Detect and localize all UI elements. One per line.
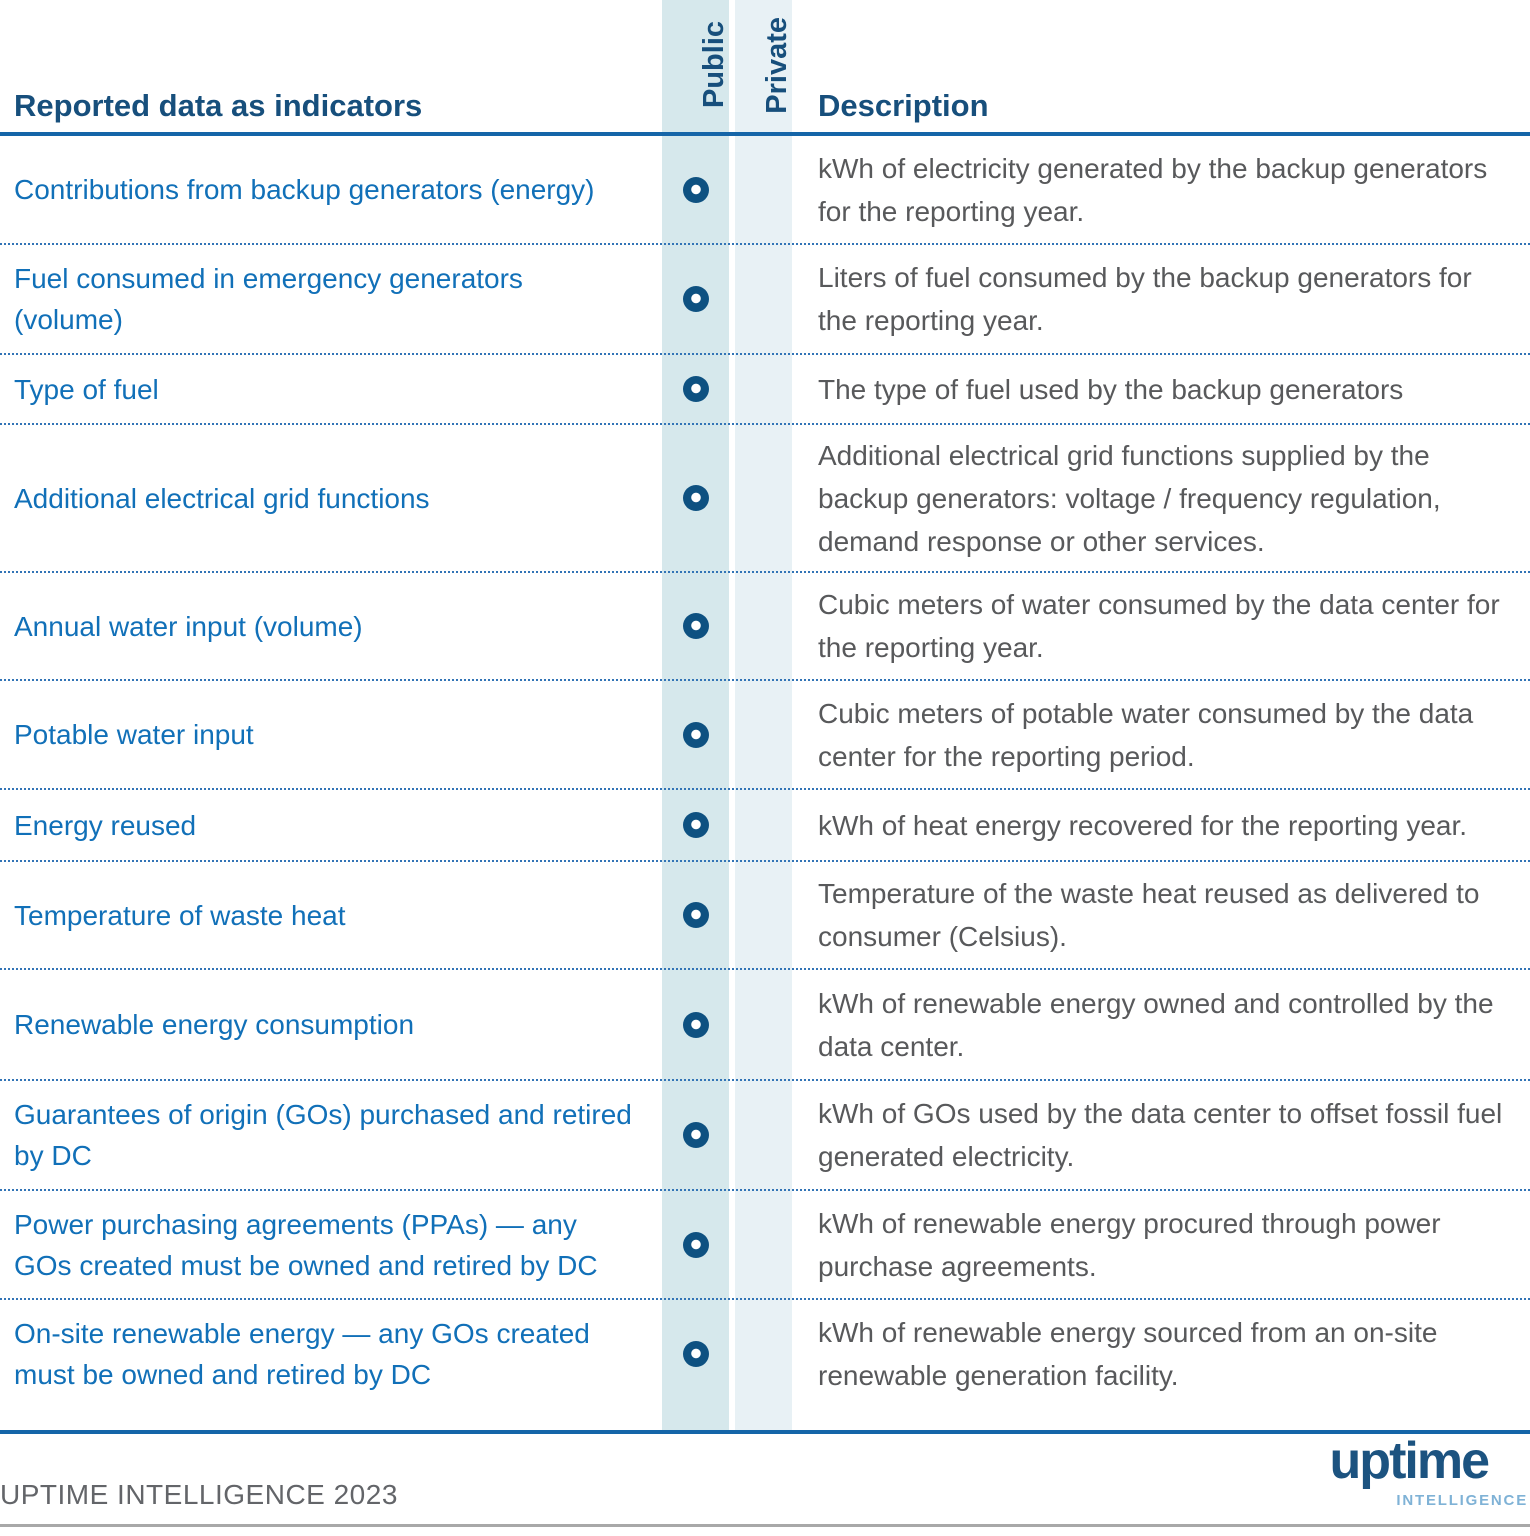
- indicators-column-header: Reported data as indicators: [14, 88, 423, 123]
- indicator-label: Energy reused: [14, 809, 197, 841]
- description-text: Liters of fuel consumed by the backup ge…: [818, 262, 1472, 336]
- description-text: kWh of renewable energy owned and contro…: [818, 987, 1494, 1062]
- indicator-label: Additional electrical grid functions: [14, 482, 430, 514]
- indicator-label: Renewable energy consumption: [14, 1009, 415, 1040]
- private-cell: [735, 355, 792, 423]
- private-cell: [735, 681, 792, 788]
- table-row: Fuel consumed in emergency generators (v…: [0, 243, 1530, 353]
- table-row: Renewable energy consumption kWh of rene…: [0, 968, 1530, 1079]
- public-cell: [662, 681, 729, 788]
- indicator-label: Annual water input (volume): [14, 610, 363, 642]
- public-indicator-dot: [682, 812, 709, 838]
- public-cell: [662, 1191, 729, 1298]
- public-indicator-dot: [682, 1122, 709, 1148]
- indicator-label: Fuel consumed in emergency generators (v…: [14, 263, 523, 335]
- public-indicator-dot: [682, 721, 709, 748]
- public-column-band: [662, 0, 729, 1430]
- table-row: Additional electrical grid functions Add…: [0, 423, 1530, 571]
- table-header: Reported data as indicators Public Priva…: [0, 0, 1530, 136]
- public-indicator-dot: [682, 902, 709, 928]
- private-cell: [735, 136, 792, 243]
- public-indicator-dot: [682, 376, 709, 402]
- public-cell: [662, 1300, 729, 1408]
- private-cell: [735, 425, 792, 571]
- table-row: Contributions from backup generators (en…: [0, 136, 1530, 243]
- private-column-band: [735, 0, 792, 1430]
- table-bottom-rule: [0, 1430, 1530, 1434]
- table-row: Annual water input (volume) Cubic meters…: [0, 571, 1530, 679]
- description-text: The type of fuel used by the backup gene…: [818, 373, 1404, 405]
- public-cell: [662, 136, 729, 243]
- public-cell: [662, 1081, 729, 1189]
- public-cell: [662, 862, 729, 968]
- copyright-text: UPTIME INTELLIGENCE 2023: [0, 1479, 398, 1510]
- footer-divider: [0, 1524, 1530, 1527]
- table-row: Potable water input Cubic meters of pota…: [0, 679, 1530, 788]
- indicator-label: Type of fuel: [14, 373, 159, 405]
- public-cell: [662, 425, 729, 571]
- public-cell: [662, 245, 729, 353]
- indicator-label: Guarantees of origin (GOs) purchased and…: [14, 1099, 632, 1171]
- table-row: Type of fuel The type of fuel used by th…: [0, 353, 1530, 423]
- description-text: kWh of renewable energy procured through…: [818, 1207, 1441, 1282]
- table-row: Temperature of waste heat Temperature of…: [0, 860, 1530, 968]
- table-row: Energy reused kWh of heat energy recover…: [0, 788, 1530, 860]
- logo-subtext: INTELLIGENCE: [1396, 1492, 1528, 1509]
- indicator-label: Potable water input: [14, 719, 254, 750]
- indicator-label: On-site renewable energy — any GOs creat…: [14, 1318, 590, 1390]
- description-text: Additional electrical grid functions sup…: [818, 439, 1441, 557]
- table-row: Power purchasing agreements (PPAs) — any…: [0, 1189, 1530, 1298]
- private-cell: [735, 1300, 792, 1408]
- public-indicator-dot: [682, 1011, 709, 1038]
- description-text: Cubic meters of water consumed by the da…: [818, 589, 1500, 663]
- private-cell: [735, 970, 792, 1079]
- description-text: kWh of renewable energy sourced from an …: [818, 1317, 1438, 1391]
- public-indicator-dot: [682, 286, 709, 312]
- table-body: Contributions from backup generators (en…: [0, 136, 1530, 1408]
- private-cell: [735, 862, 792, 968]
- public-cell: [662, 355, 729, 423]
- description-text: kWh of electricity generated by the back…: [818, 152, 1488, 227]
- public-cell: [662, 573, 729, 679]
- logo-wordmark: uptime: [1329, 1432, 1490, 1490]
- private-cell: [735, 1081, 792, 1189]
- description-text: kWh of GOs used by the data center to of…: [818, 1098, 1503, 1172]
- description-text: kWh of heat energy recovered for the rep…: [818, 809, 1468, 841]
- private-cell: [735, 1191, 792, 1298]
- private-cell: [735, 245, 792, 353]
- description-text: Temperature of the waste heat reused as …: [818, 878, 1480, 952]
- indicator-label: Contributions from backup generators (en…: [14, 174, 595, 205]
- public-cell: [662, 970, 729, 1079]
- table-row: On-site renewable energy — any GOs creat…: [0, 1298, 1530, 1408]
- public-indicator-dot: [682, 485, 709, 511]
- private-cell: [735, 573, 792, 679]
- private-column-header: Private: [761, 16, 793, 114]
- description-text: Cubic meters of potable water consumed b…: [818, 697, 1474, 772]
- private-cell: [735, 790, 792, 860]
- public-indicator-dot: [682, 176, 709, 203]
- indicator-label: Temperature of waste heat: [14, 899, 346, 931]
- table-row: Guarantees of origin (GOs) purchased and…: [0, 1079, 1530, 1189]
- description-column-header: Description: [818, 88, 989, 123]
- public-indicator-dot: [682, 613, 709, 639]
- public-column-header: Public: [698, 21, 730, 109]
- public-indicator-dot: [682, 1341, 709, 1367]
- uptime-intelligence-logo: uptime INTELLIGENCE: [1280, 1435, 1530, 1523]
- indicator-label: Power purchasing agreements (PPAs) — any…: [14, 1208, 598, 1281]
- public-indicator-dot: [682, 1231, 709, 1258]
- public-cell: [662, 790, 729, 860]
